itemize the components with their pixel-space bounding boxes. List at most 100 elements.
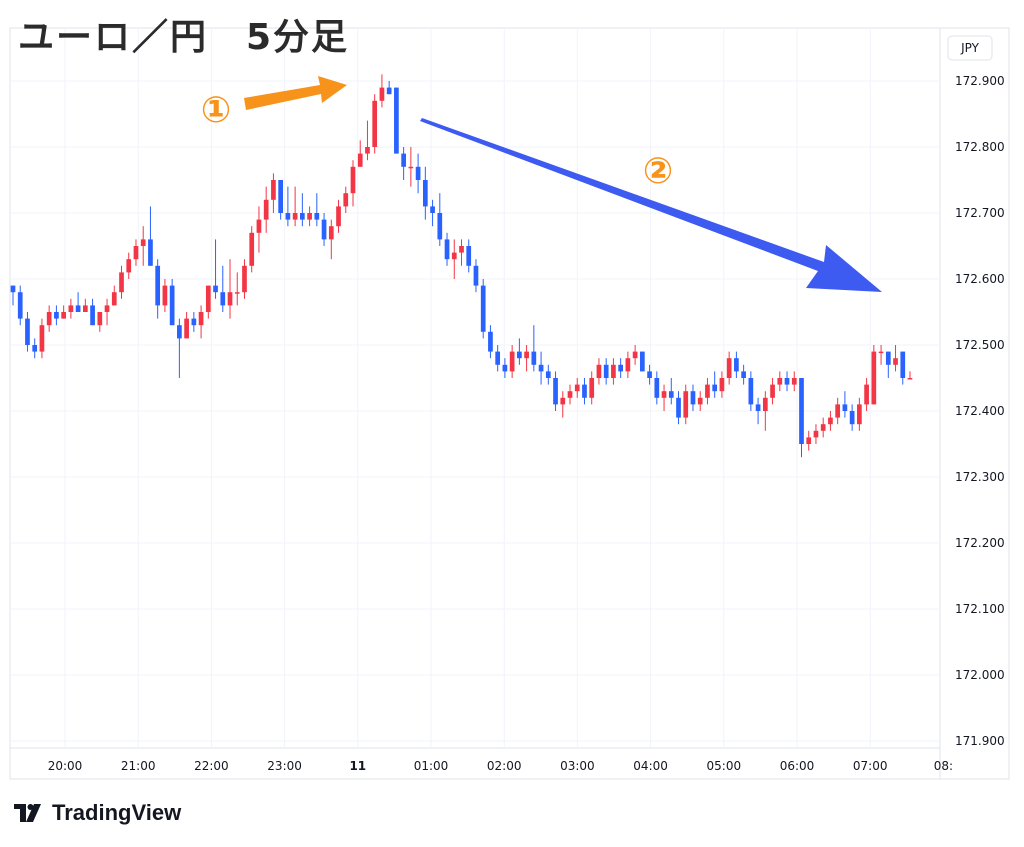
price-axis: 172.900 172.800 172.700 172.600 172.500 172.4…	[955, 74, 1005, 748]
candle	[813, 424, 819, 444]
candle	[365, 120, 370, 161]
candle	[567, 384, 573, 405]
candle	[372, 94, 378, 154]
candle	[401, 147, 406, 180]
candle	[502, 358, 508, 378]
brand[interactable]: TradingView	[14, 800, 181, 826]
candle	[480, 279, 486, 339]
candle	[314, 193, 320, 227]
candle	[726, 351, 732, 385]
candle	[437, 193, 443, 246]
candle	[148, 206, 153, 266]
arrow-2	[420, 118, 882, 292]
price-tick-label: 172.100	[955, 602, 1005, 616]
time-axis: 20:00 21:00 22:00 23:00 11 01:00 02:00 03:00 04:…	[48, 759, 953, 773]
candle	[618, 358, 623, 378]
candle	[133, 239, 139, 266]
candle	[820, 417, 826, 438]
currency-label: JPY	[960, 41, 980, 55]
candle	[842, 391, 848, 418]
candle	[849, 404, 855, 431]
candle	[415, 153, 421, 194]
candle	[734, 351, 739, 378]
candle	[509, 345, 515, 378]
candle	[408, 147, 414, 187]
candle	[545, 364, 551, 385]
candle	[104, 298, 110, 326]
candle	[90, 298, 95, 326]
price-tick-label: 172.600	[955, 272, 1005, 286]
candle	[350, 160, 356, 207]
candle	[625, 351, 631, 378]
candle	[177, 318, 182, 378]
candle	[748, 371, 754, 411]
annotation-marker-2: ②	[643, 151, 673, 192]
candle	[227, 259, 233, 319]
candle	[75, 292, 81, 312]
candle	[271, 173, 276, 213]
candle	[68, 298, 74, 319]
candle	[755, 397, 761, 425]
candle	[169, 279, 175, 326]
candle	[878, 345, 884, 365]
candle	[524, 345, 529, 372]
candle	[770, 378, 775, 405]
grid-lines	[10, 28, 940, 748]
candle	[668, 378, 674, 405]
candle	[611, 358, 616, 385]
candle	[495, 345, 501, 372]
time-tick-label: 01:00	[414, 759, 449, 773]
candle	[213, 239, 218, 299]
candle	[907, 371, 913, 380]
candle	[647, 364, 652, 385]
time-tick-label: 06:00	[780, 759, 815, 773]
currency-badge[interactable]: JPY	[947, 35, 993, 61]
candle	[531, 325, 537, 372]
candle	[234, 272, 240, 306]
candle	[119, 265, 124, 299]
candle	[25, 312, 30, 352]
candle	[357, 140, 363, 167]
price-tick-label: 172.500	[955, 338, 1005, 352]
candle	[828, 411, 833, 431]
candle	[191, 312, 197, 332]
candle	[683, 384, 689, 425]
candle	[654, 371, 660, 405]
candle	[806, 430, 812, 451]
candle	[473, 259, 479, 293]
candle	[256, 206, 262, 253]
candle	[639, 351, 645, 372]
candle	[719, 371, 725, 398]
candle	[596, 358, 602, 385]
candle	[835, 397, 841, 425]
candle	[697, 391, 703, 411]
candle	[10, 285, 16, 306]
candle	[444, 232, 450, 266]
candle	[307, 206, 312, 227]
candle	[343, 186, 349, 213]
time-tick-label: 11	[349, 759, 366, 773]
candle	[155, 259, 161, 319]
candle	[321, 213, 327, 246]
candle	[871, 345, 877, 405]
candle	[712, 371, 718, 398]
candle	[328, 219, 334, 260]
candle	[379, 74, 385, 108]
candle	[292, 186, 298, 227]
candle	[589, 371, 595, 405]
candle	[386, 81, 392, 95]
candle	[777, 371, 783, 392]
candle	[676, 391, 681, 425]
arrow-1	[244, 76, 347, 110]
time-tick-label: 21:00	[121, 759, 156, 773]
candle	[162, 279, 168, 312]
price-tick-label: 172.800	[955, 140, 1005, 154]
candle	[430, 199, 435, 227]
candle	[220, 265, 226, 312]
candle	[54, 305, 59, 326]
candle	[61, 305, 66, 319]
brand-name: TradingView	[52, 800, 182, 825]
candle	[603, 358, 609, 385]
tradingview-logo-icon	[14, 804, 41, 822]
